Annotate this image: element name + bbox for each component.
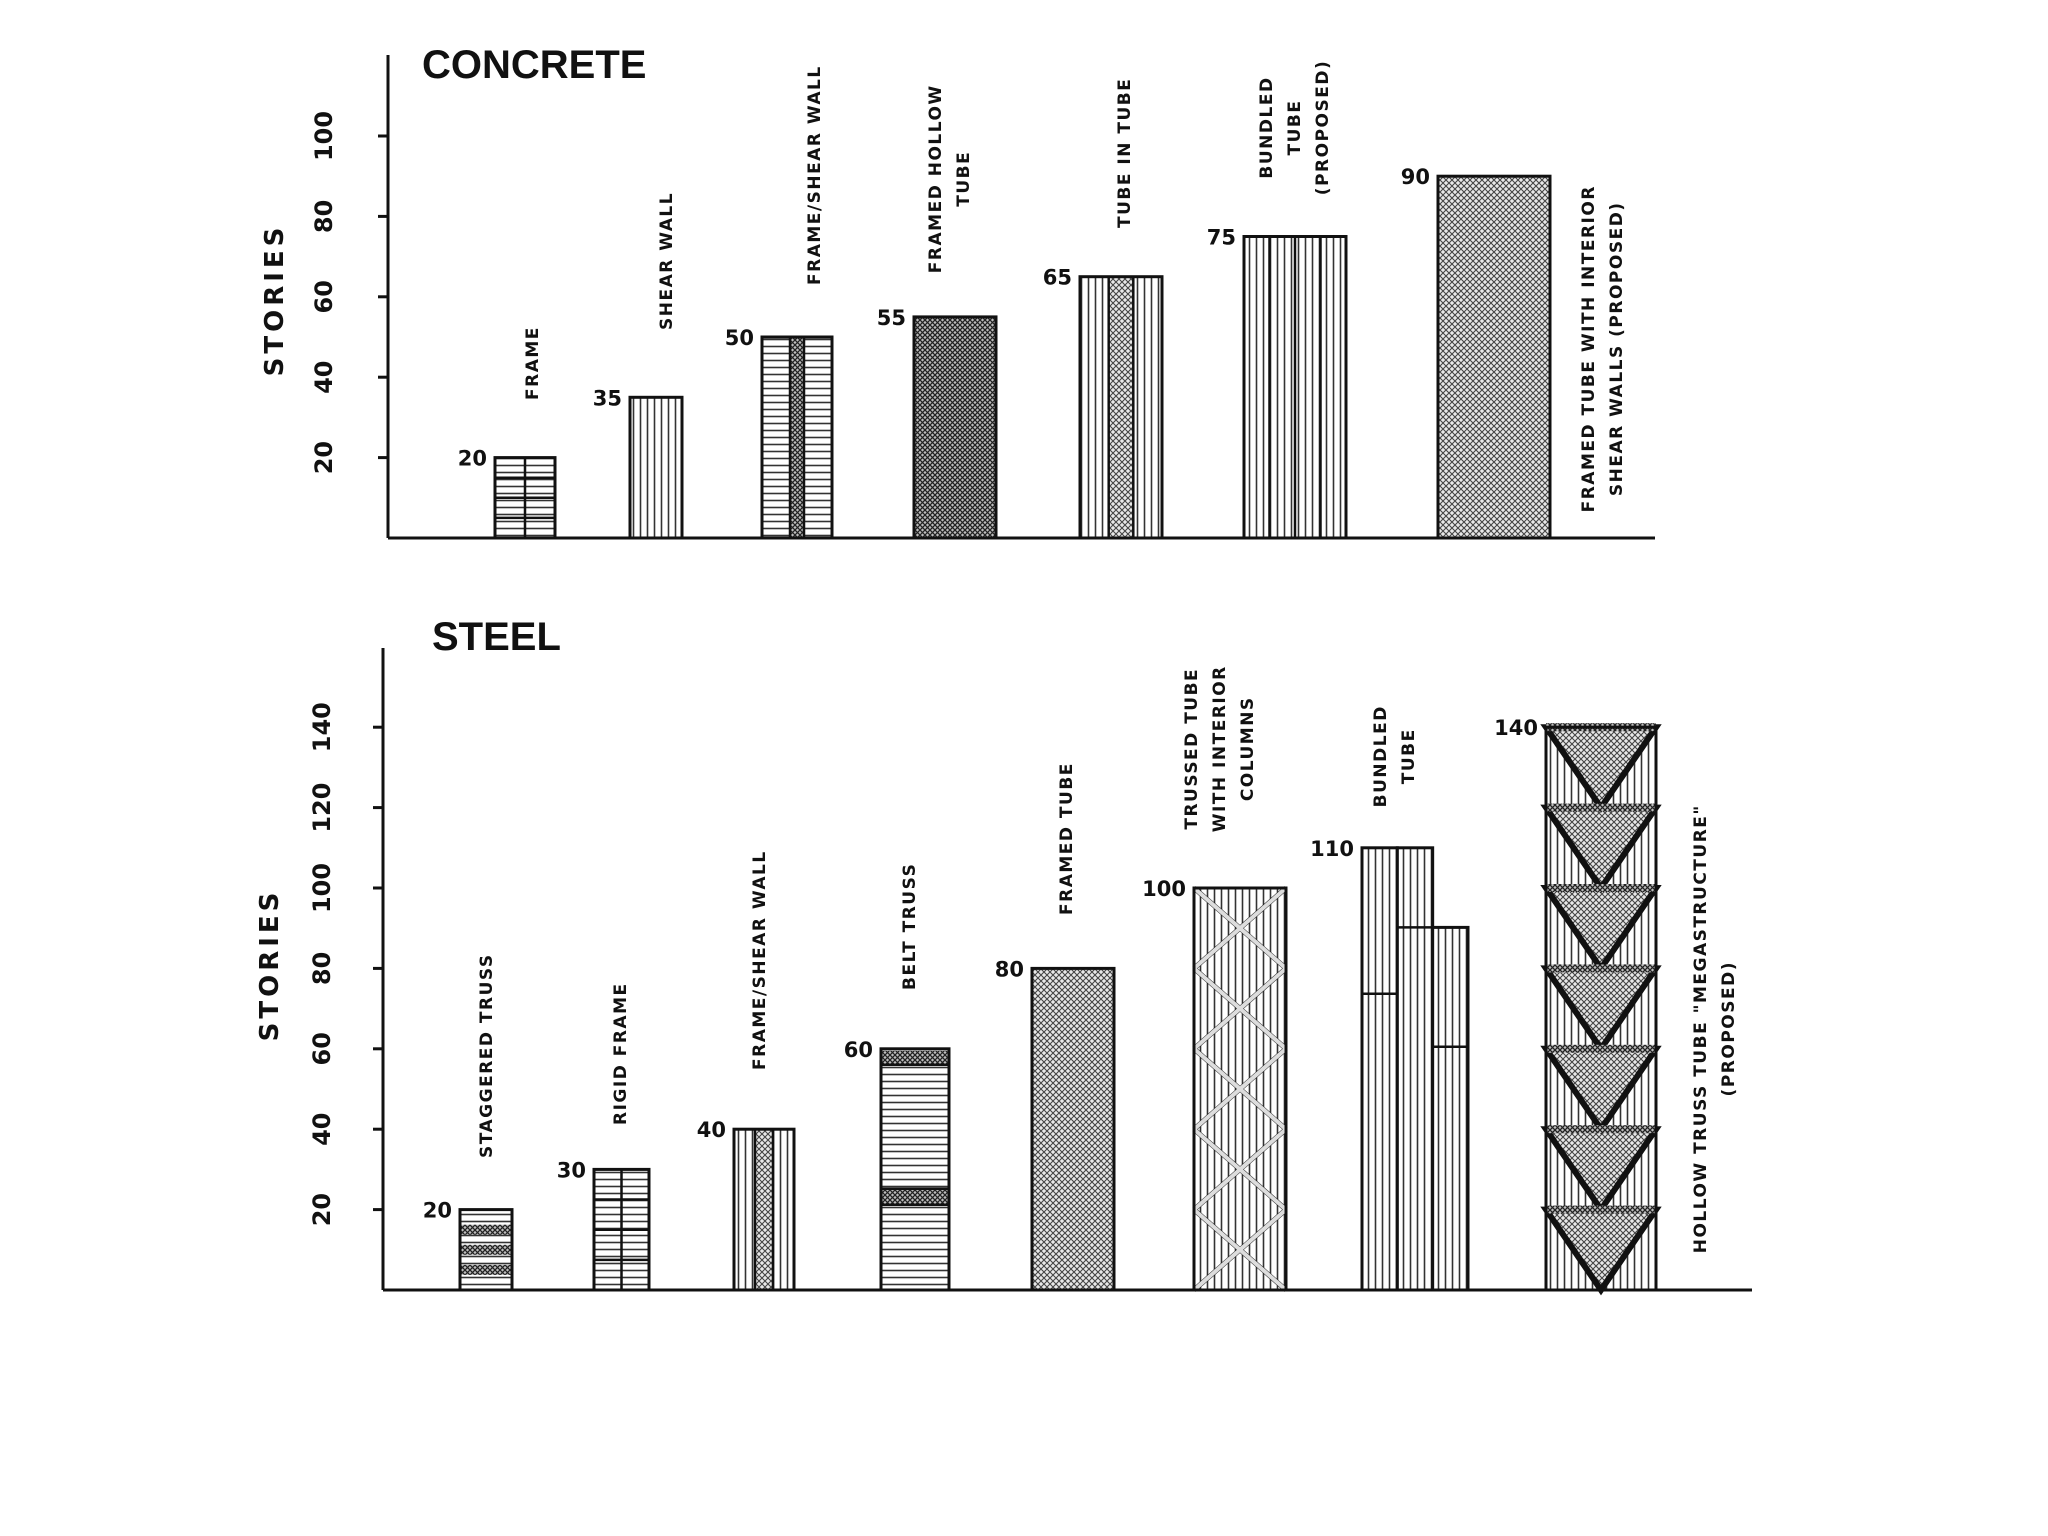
bundled-tube-cell [1395,846,1435,1292]
bar-outline [879,1047,951,1292]
y-tick-label: 40 [308,1112,336,1145]
y-tick-label: 80 [308,952,336,985]
concrete-panel: CONCRETE STORIES 20 40 60 80 100 20 FRAME 35 SHEAR… [260,43,1655,540]
bar-belt-truss [879,1047,951,1292]
bar-shear-wall [628,395,684,540]
category-label: BUNDLED TUBE (PROPOSED) [1257,60,1333,195]
bar-framed-tube-with-interior-shear-walls-proposed [1436,174,1552,540]
value-label: 30 [557,1158,586,1182]
y-tick-label: 80 [310,200,338,233]
value-label: 35 [593,386,622,410]
y-tick-label: 120 [308,783,336,833]
value-label: 80 [995,957,1024,981]
category-label: SHEAR WALL [657,192,677,330]
y-axis-label: STORIES [255,889,285,1042]
bar-outline [760,335,834,540]
category-label: FRAME/SHEAR WALL [750,850,770,1070]
bar-outline [1192,886,1288,1292]
bar-frame [493,456,557,540]
bar-framed-tube [1030,966,1116,1292]
steel-panel: STEEL STORIES 20 40 60 80 100 120 140 20 STAGGERED… [255,615,1752,1296]
category-label: BUNDLED TUBE [1371,705,1419,807]
bar-outline [458,1208,514,1292]
y-tick-label: 60 [308,1032,336,1065]
value-label: 100 [1142,877,1186,901]
bundled-tube-cell [1431,925,1470,1292]
category-label: TRUSSED TUBE WITH INTERIOR COLUMNS [1182,665,1258,832]
y-tick-label: 100 [310,111,338,161]
bar-outline [1242,235,1348,540]
bar-staggered-truss [458,1208,514,1292]
bar-trussed-tube-with-interior-columns [1192,886,1288,1292]
bar-outline [628,395,684,540]
value-label: 75 [1207,226,1236,250]
bar-outline [1436,174,1552,540]
y-tick-label: 140 [308,702,336,752]
bar-frame-shear-wall [732,1127,796,1292]
category-label: TUBE IN TUBE [1115,78,1135,228]
y-axis-label: STORIES [260,224,290,377]
category-label: RIGID FRAME [611,982,631,1125]
bar-outline [912,315,998,540]
category-label: FRAMED TUBE WITH INTERIOR SHEAR WALLS (PR… [1579,185,1627,512]
bar-outline [1078,275,1164,540]
bar-framed-hollow-tube [912,315,998,540]
category-label: HOLLOW TRUSS TUBE "MEGASTRUCTURE" (PROPOS… [1691,804,1739,1253]
value-label: 50 [725,326,754,350]
bar-outline [1030,966,1116,1292]
value-label: 140 [1494,716,1538,740]
bar-bundled-tube [1360,846,1470,1292]
value-label: 40 [697,1118,726,1142]
value-label: 90 [1401,165,1430,189]
bar-rigid-frame [592,1167,651,1292]
y-tick-label: 100 [308,863,336,913]
category-label: FRAMED HOLLOW TUBE [926,84,974,273]
category-label: FRAME [523,326,543,400]
category-label: FRAME/SHEAR WALL [805,65,825,285]
panel-title: STEEL [432,615,561,659]
y-tick-label: 40 [310,360,338,393]
value-label: 20 [458,447,487,471]
y-tick-label: 60 [310,280,338,313]
bar-bundled-tube-proposed [1242,235,1348,540]
bar-outline [732,1127,796,1292]
bundled-tube-cell [1360,846,1399,1292]
value-label: 110 [1310,837,1354,861]
bar-outline [493,456,557,540]
bar-outline [1544,725,1658,1292]
bar-outline [592,1167,651,1292]
panel-title: CONCRETE [422,43,646,87]
value-label: 20 [423,1199,452,1223]
value-label: 55 [877,306,906,330]
value-label: 65 [1043,266,1072,290]
bar-hollow-truss-tube-megastructure-proposed [1540,723,1662,1296]
category-label: FRAMED TUBE [1057,762,1077,915]
y-tick-label: 20 [310,441,338,474]
bar-frame-shear-wall [760,335,834,540]
category-label: BELT TRUSS [900,863,920,990]
bar-tube-in-tube [1078,275,1164,540]
value-label: 60 [844,1038,873,1062]
y-tick-label: 20 [308,1193,336,1226]
category-label: STAGGERED TRUSS [477,953,497,1158]
